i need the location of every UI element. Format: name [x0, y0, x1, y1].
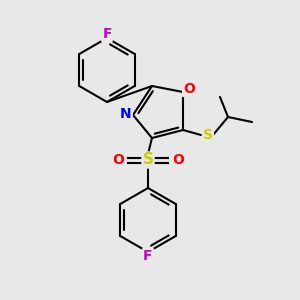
- Text: O: O: [183, 82, 195, 96]
- Text: S: S: [203, 128, 213, 142]
- Text: O: O: [112, 153, 124, 167]
- Text: O: O: [172, 153, 184, 167]
- Text: N: N: [120, 107, 132, 121]
- Text: F: F: [143, 249, 153, 263]
- Text: F: F: [102, 27, 112, 41]
- Text: S: S: [142, 152, 154, 167]
